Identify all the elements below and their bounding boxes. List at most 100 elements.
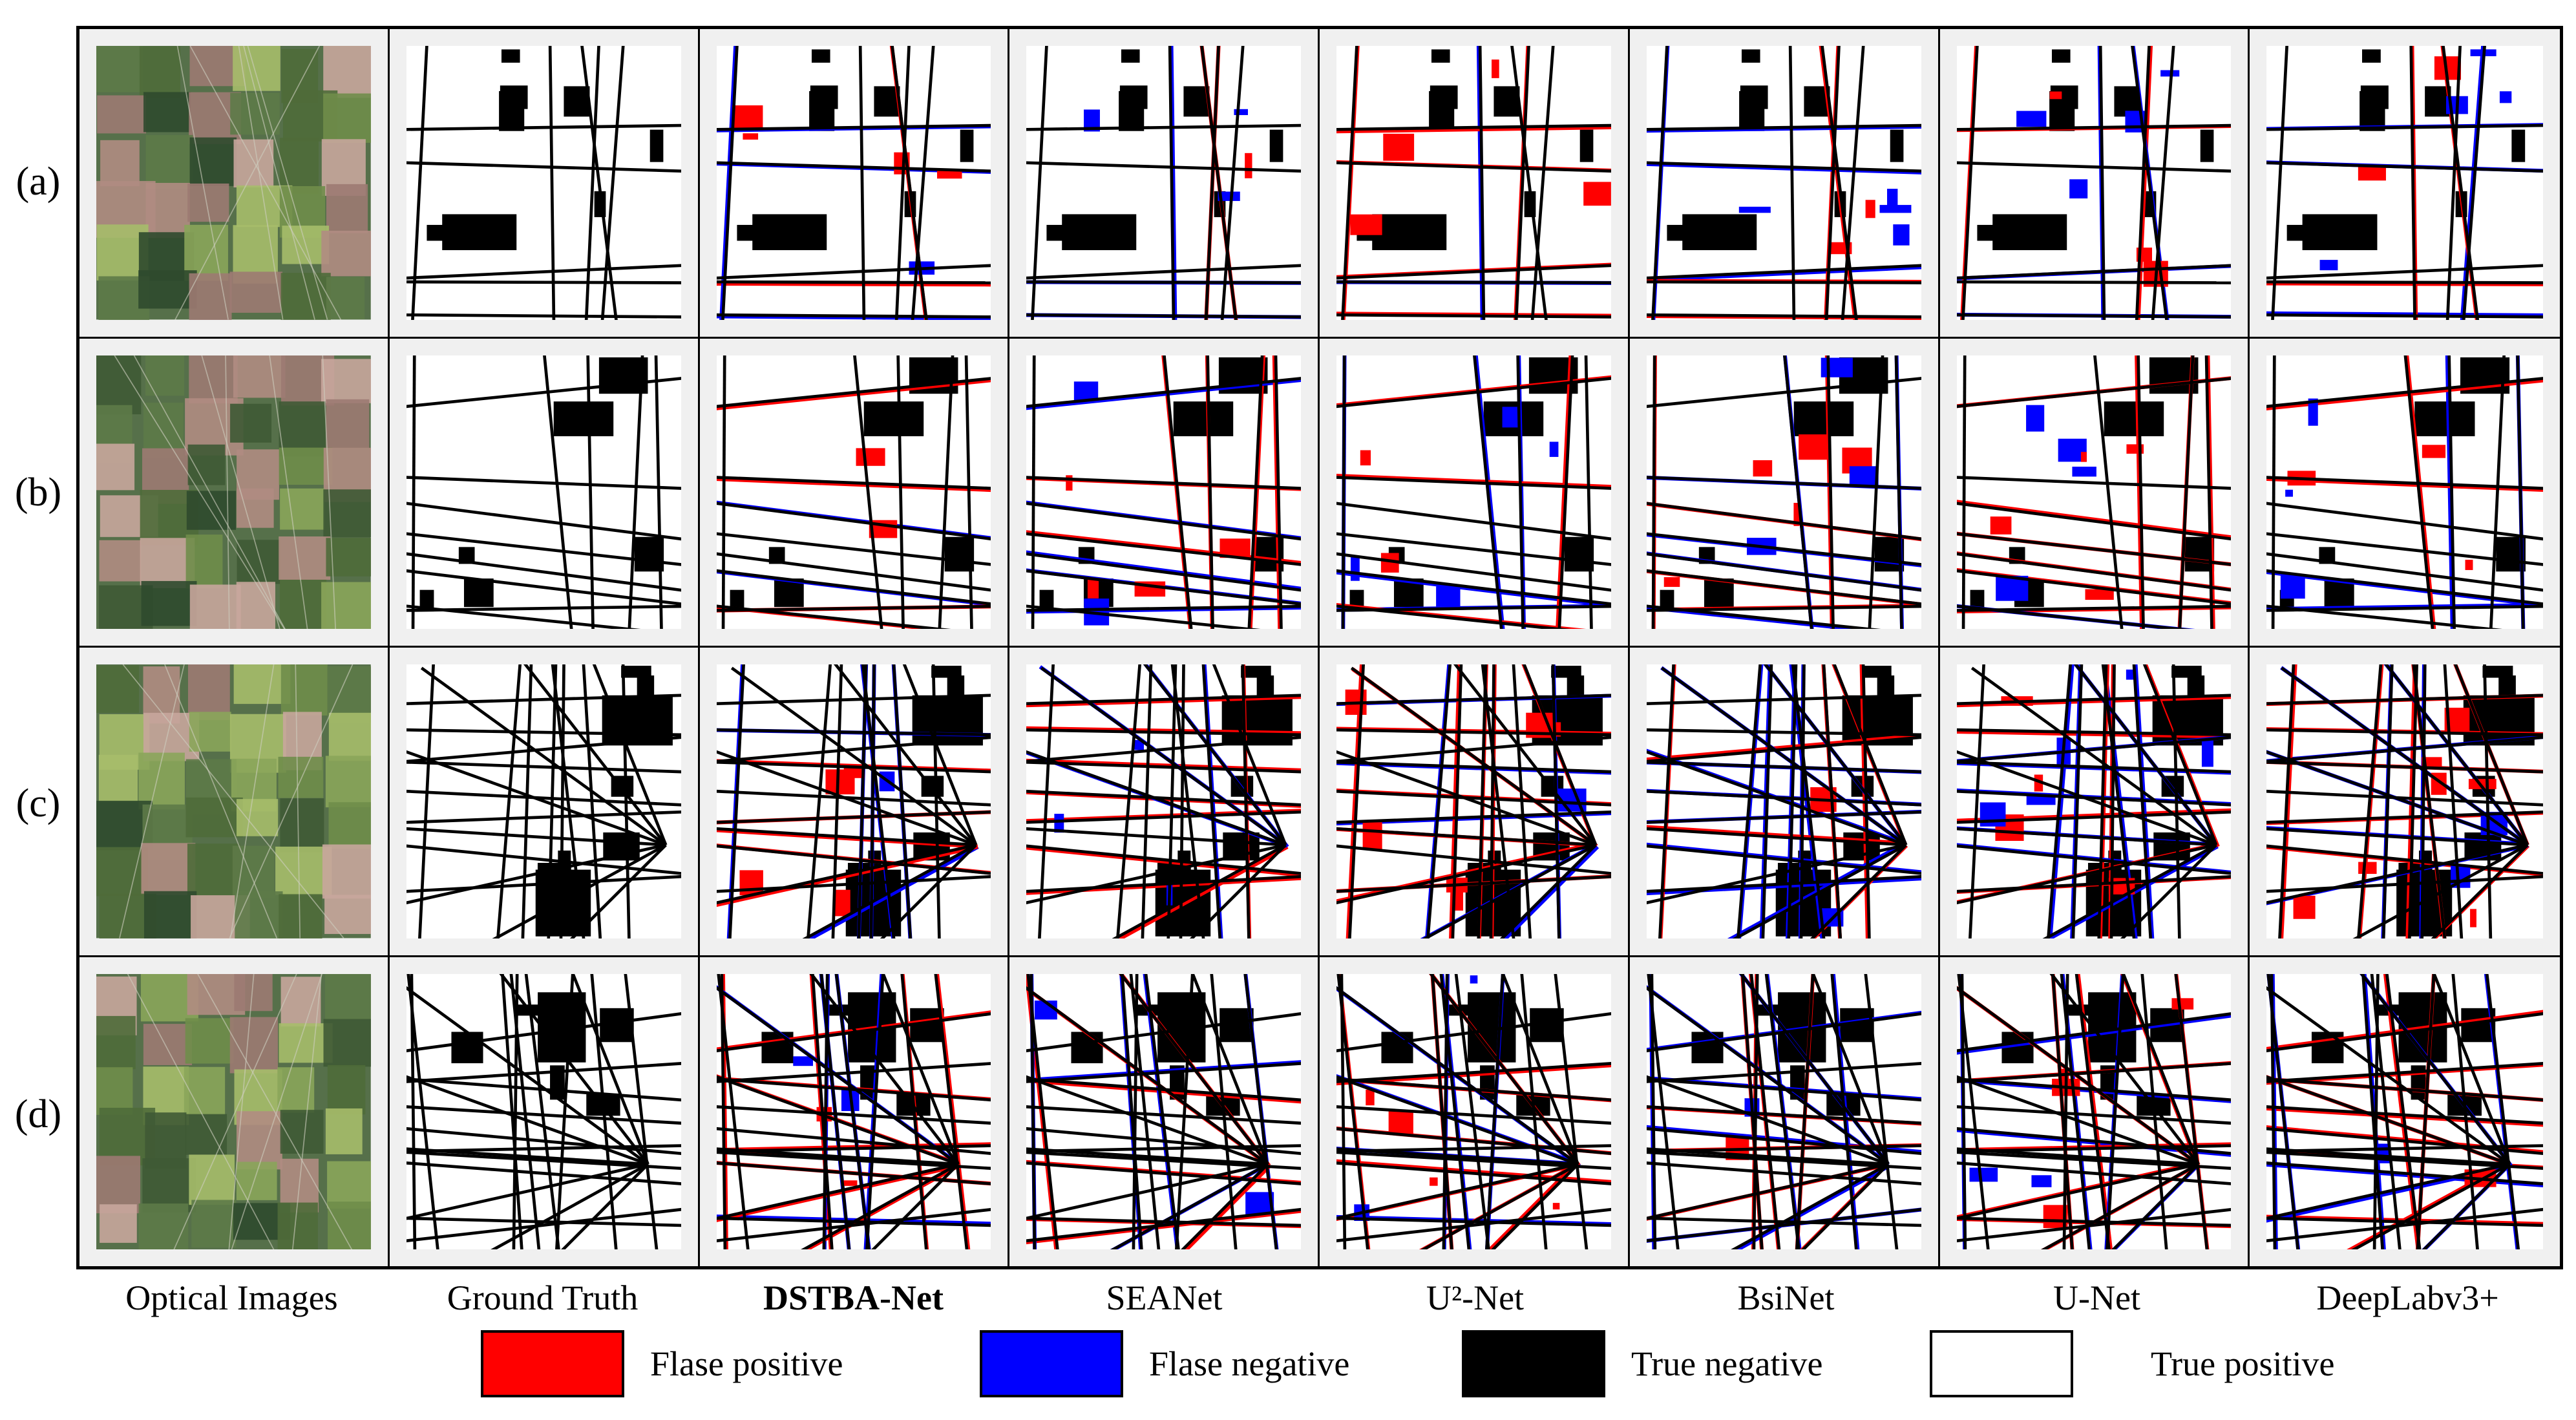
row-label: (b) — [14, 470, 62, 514]
legend-swatch — [481, 1330, 624, 1397]
optical-image — [96, 664, 371, 938]
segmentation-map — [1956, 46, 2232, 320]
row-label: (d) — [14, 1092, 62, 1136]
segmentation-map — [716, 46, 991, 320]
segmentation-map — [406, 664, 681, 938]
segmentation-map — [406, 973, 681, 1249]
segmentation-map — [1026, 355, 1301, 629]
optical-image — [96, 46, 371, 320]
optical-image — [96, 973, 371, 1249]
segmentation-map — [1646, 664, 1921, 938]
field-mask — [1026, 973, 1301, 1249]
segmentation-map — [1956, 664, 2232, 938]
panel-b-ground-truth — [389, 338, 700, 648]
segmentation-map — [2266, 664, 2543, 938]
segmentation-map — [406, 355, 681, 629]
field-mask — [716, 355, 991, 629]
panel-d-bsinet — [1629, 957, 1940, 1266]
segmentation-map — [1956, 355, 2232, 629]
legend-item: Flase positive — [481, 1330, 843, 1397]
panel-a-seanet — [1009, 29, 1320, 339]
panel-d-u-net — [1939, 957, 2250, 1266]
field-mask — [1956, 46, 2232, 320]
column-label: U-Net — [2053, 1278, 2140, 1317]
field-mask — [1026, 46, 1301, 320]
panel-c-dstba-net — [699, 648, 1010, 957]
legend-item: True positive — [1930, 1330, 2335, 1397]
legend-label: True negative — [1631, 1344, 1823, 1383]
panel-c-bsinet — [1629, 648, 1940, 957]
row-label: (c) — [16, 781, 61, 825]
panel-a-bsinet — [1629, 29, 1940, 339]
field-mask — [1336, 46, 1611, 320]
column-label: U²-Net — [1426, 1278, 1525, 1317]
optical-image — [96, 355, 371, 629]
satellite-image — [96, 973, 371, 1249]
panel-a-optical-images — [79, 29, 390, 339]
segmentation-map — [1026, 46, 1301, 320]
panel-d-optical-images — [79, 957, 390, 1266]
field-mask — [406, 355, 681, 629]
row-label: (a) — [16, 159, 61, 204]
column-label: Ground Truth — [447, 1278, 639, 1317]
panel-a-u-net — [1320, 29, 1630, 339]
field-mask — [1646, 46, 1921, 320]
field-mask — [1646, 973, 1921, 1249]
panel-a-ground-truth — [389, 29, 700, 339]
legend-label: Flase positive — [650, 1344, 843, 1383]
panel-b-seanet — [1009, 338, 1320, 648]
panel-b-dstba-net — [699, 338, 1010, 648]
segmentation-map — [2266, 46, 2543, 320]
satellite-image — [96, 46, 371, 320]
panel-a-dstba-net — [699, 29, 1010, 339]
column-label: SEANet — [1106, 1278, 1223, 1317]
field-mask — [1336, 664, 1611, 938]
segmentation-map — [1336, 355, 1611, 629]
column-label: Optical Images — [125, 1278, 338, 1317]
panel-d-dstba-net — [699, 957, 1010, 1266]
panel-b-deeplabv3- — [2250, 338, 2560, 648]
segmentation-map — [1646, 973, 1921, 1249]
segmentation-map — [1336, 46, 1611, 320]
field-mask — [2266, 46, 2543, 320]
field-mask — [1336, 973, 1611, 1249]
segmentation-map — [1646, 355, 1921, 629]
panel-a-deeplabv3- — [2250, 29, 2560, 339]
field-mask — [2266, 664, 2543, 938]
panel-b-bsinet — [1629, 338, 1940, 648]
segmentation-map — [1026, 664, 1301, 938]
field-mask — [716, 664, 991, 938]
field-mask — [716, 973, 991, 1249]
field-mask — [1646, 664, 1921, 938]
segmentation-map — [716, 973, 991, 1249]
column-label: BsiNet — [1737, 1278, 1835, 1317]
panel-d-seanet — [1009, 957, 1320, 1266]
satellite-image — [96, 355, 371, 629]
legend-swatch — [1462, 1330, 1605, 1397]
field-mask — [1956, 664, 2232, 938]
field-mask — [1956, 355, 2232, 629]
segmentation-map — [1336, 973, 1611, 1249]
field-mask — [406, 46, 681, 320]
panel-b-u-net — [1320, 338, 1630, 648]
segmentation-map — [406, 46, 681, 320]
segmentation-map — [716, 355, 991, 629]
segmentation-map — [1026, 973, 1301, 1249]
segmentation-map — [1336, 664, 1611, 938]
legend-item: Flase negative — [980, 1330, 1349, 1397]
field-mask — [1026, 355, 1301, 629]
column-label: DeepLabv3+ — [2316, 1278, 2499, 1317]
segmentation-map — [716, 664, 991, 938]
panel-c-deeplabv3- — [2250, 648, 2560, 957]
field-mask — [1026, 664, 1301, 938]
field-mask — [1646, 355, 1921, 629]
panel-d-ground-truth — [389, 957, 700, 1266]
field-mask — [2266, 355, 2543, 629]
comparison-grid — [76, 26, 2563, 1269]
field-mask — [716, 46, 991, 320]
segmentation-map — [2266, 973, 2543, 1249]
segmentation-map — [1956, 973, 2232, 1249]
legend-label: True positive — [2151, 1344, 2335, 1383]
satellite-image — [96, 664, 371, 938]
column-label: DSTBA-Net — [763, 1278, 944, 1317]
